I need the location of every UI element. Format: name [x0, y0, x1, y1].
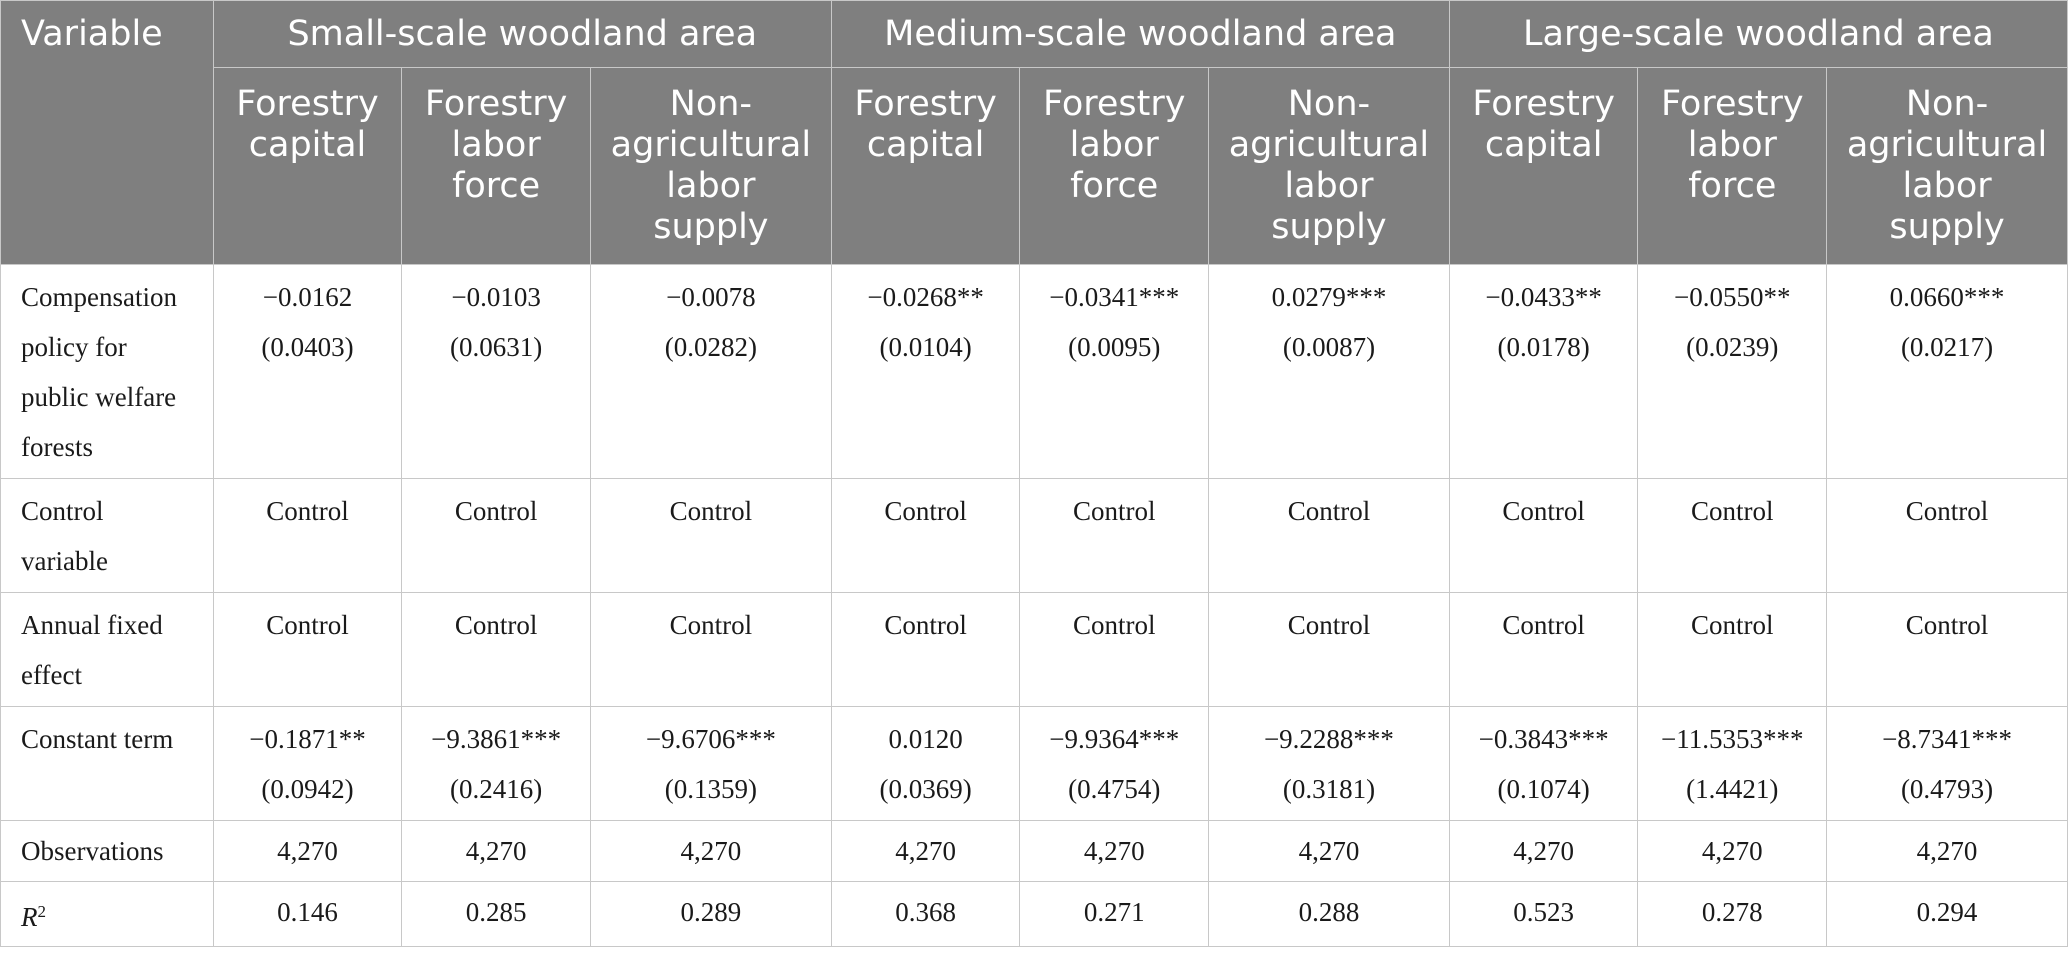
group-header-small: Small-scale woodland area [212, 0, 832, 68]
coef-cell: −0.0341*** (0.0095) [1019, 264, 1210, 479]
coef-cell: −11.5353*** (1.4421) [1637, 706, 1828, 821]
control-cell: Control [401, 592, 591, 707]
coef-cell: −0.0103 (0.0631) [401, 264, 591, 479]
row-label-annual-fixed-effect: Annual fixed effect [0, 592, 214, 707]
control-cell: Control [1826, 592, 2068, 707]
control-cell: Control [212, 592, 403, 707]
subheader-large-forestry-capital: Forestry capital [1448, 67, 1639, 265]
subheader-medium-nonagri-labor: Non-agricultural labor supply [1208, 67, 1450, 265]
control-cell: Control [1637, 478, 1828, 593]
table-row-annual-fixed-effect: Annual fixed effect Control Control Contr… [0, 592, 2068, 707]
group-header-large: Large-scale woodland area [1448, 0, 2068, 68]
row-label-observations: Observations [0, 820, 214, 882]
r2-cell: 0.285 [401, 881, 591, 947]
coef-cell: −0.0550** (0.0239) [1637, 264, 1828, 479]
variable-column-header: Variable [0, 0, 214, 265]
obs-cell: 4,270 [1826, 820, 2068, 882]
control-cell: Control [1826, 478, 2068, 593]
r2-cell: 0.278 [1637, 881, 1828, 947]
coef-cell: 0.0660*** (0.0217) [1826, 264, 2068, 479]
row-label-constant-term: Constant term [0, 706, 214, 821]
r2-cell: 0.523 [1448, 881, 1639, 947]
obs-cell: 4,270 [401, 820, 591, 882]
control-cell: Control [830, 592, 1021, 707]
control-cell: Control [589, 592, 832, 707]
obs-cell: 4,270 [1019, 820, 1210, 882]
coef-cell: 0.0279*** (0.0087) [1208, 264, 1450, 479]
obs-cell: 4,270 [830, 820, 1021, 882]
subheader-medium-forestry-capital: Forestry capital [830, 67, 1021, 265]
coef-cell: −9.6706*** (0.1359) [589, 706, 832, 821]
table-row-compensation-policy: Compensation policy for public welfare fore… [0, 264, 2068, 479]
subheader-medium-forestry-labor: Forestry labor force [1019, 67, 1210, 265]
control-cell: Control [401, 478, 591, 593]
coef-cell: −0.1871** (0.0942) [212, 706, 403, 821]
table-row-r-squared: R2 0.146 0.285 0.289 0.368 0.271 0.288 0… [0, 881, 2068, 947]
group-header-row: Variable Small-scale woodland area Mediu… [0, 0, 2068, 265]
subcolumn-header-row: Forestry capital Forestry labor force Non-a… [1, 67, 2068, 265]
subheader-large-forestry-labor: Forestry labor force [1637, 67, 1828, 265]
subheader-large-nonagri-labor: Non-agricultural labor supply [1826, 67, 2068, 265]
obs-cell: 4,270 [589, 820, 832, 882]
r2-cell: 0.288 [1208, 881, 1450, 947]
obs-cell: 4,270 [1208, 820, 1450, 882]
row-label-compensation-policy: Compensation policy for public welfare fore… [0, 264, 214, 479]
r2-cell: 0.294 [1826, 881, 2068, 947]
row-label-control-variable: Control variable [0, 478, 214, 593]
subheader-small-forestry-capital: Forestry capital [212, 67, 403, 265]
control-cell: Control [830, 478, 1021, 593]
control-cell: Control [1448, 592, 1639, 707]
r2-cell: 0.289 [589, 881, 832, 947]
obs-cell: 4,270 [1448, 820, 1639, 882]
group-header-medium: Medium-scale woodland area [830, 0, 1450, 68]
control-cell: Control [589, 478, 832, 593]
obs-cell: 4,270 [212, 820, 403, 882]
control-cell: Control [1637, 592, 1828, 707]
r2-cell: 0.368 [830, 881, 1021, 947]
coef-cell: −9.9364*** (0.4754) [1019, 706, 1210, 821]
control-cell: Control [1019, 478, 1210, 593]
control-cell: Control [212, 478, 403, 593]
control-cell: Control [1448, 478, 1639, 593]
table-row-constant-term: Constant term −0.1871** (0.0942) −9.3861*… [0, 706, 2068, 821]
subheader-small-forestry-labor: Forestry labor force [401, 67, 591, 265]
subheader-small-nonagri-labor: Non-agricultural labor supply [589, 67, 832, 265]
obs-cell: 4,270 [1637, 820, 1828, 882]
coef-cell: −0.3843*** (0.1074) [1448, 706, 1639, 821]
coef-cell: −0.0433** (0.0178) [1448, 264, 1639, 479]
row-label-r-squared: R2 [0, 881, 214, 947]
control-cell: Control [1208, 592, 1450, 707]
coef-cell: 0.0120 (0.0369) [830, 706, 1021, 821]
coef-cell: −9.2288*** (0.3181) [1208, 706, 1450, 821]
coef-cell: −9.3861*** (0.2416) [401, 706, 591, 821]
coef-cell: −0.0162 (0.0403) [212, 264, 403, 479]
table-row-control-variable: Control variable Control Control Control … [0, 478, 2068, 593]
control-cell: Control [1019, 592, 1210, 707]
control-cell: Control [1208, 478, 1450, 593]
r2-cell: 0.146 [212, 881, 403, 947]
coef-cell: −0.0268** (0.0104) [830, 264, 1021, 479]
coef-cell: −0.0078 (0.0282) [589, 264, 832, 479]
table-row-observations: Observations 4,270 4,270 4,270 4,270 4,2… [0, 820, 2068, 882]
r2-cell: 0.271 [1019, 881, 1210, 947]
coef-cell: −8.7341*** (0.4793) [1826, 706, 2068, 821]
